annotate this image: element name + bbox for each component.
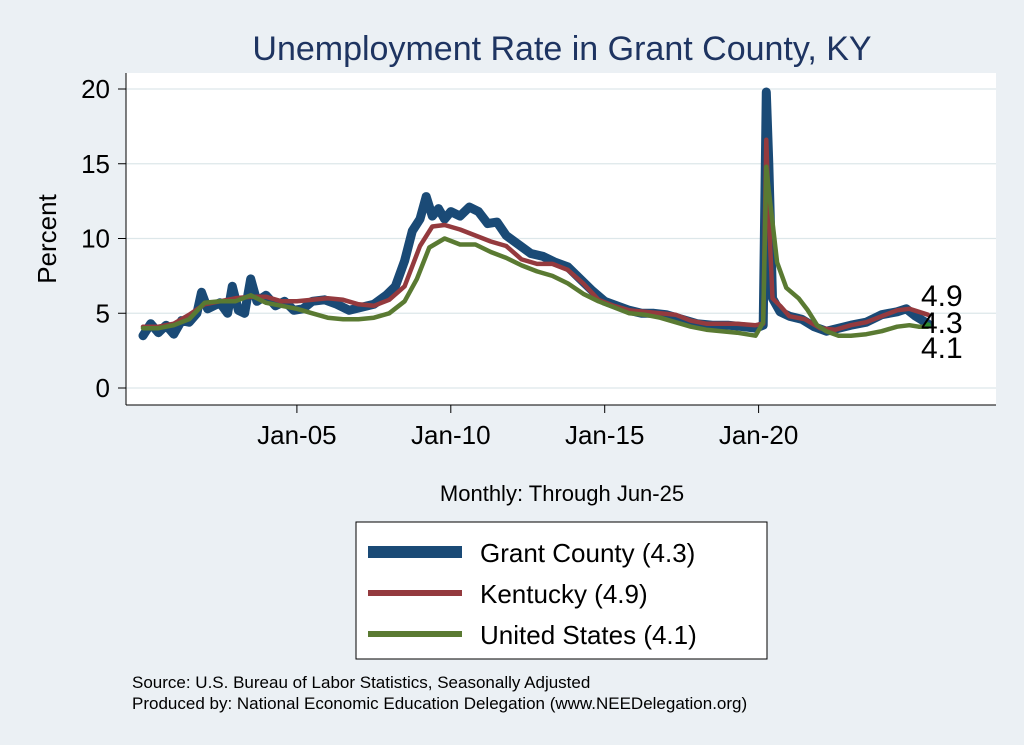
x-tick-label: Jan-10 <box>411 420 491 450</box>
x-tick-label: Jan-15 <box>565 420 645 450</box>
series-line-us <box>140 164 931 338</box>
legend: Grant County (4.3) Kentucky (4.9) United… <box>355 521 768 660</box>
end-value-label: 4.1 <box>921 332 963 365</box>
end-labels: 4.94.34.1 <box>921 280 963 365</box>
x-tick-label: Jan-20 <box>719 420 799 450</box>
y-tick-label: 0 <box>96 373 110 403</box>
y-tick-label: 20 <box>81 74 110 104</box>
y-tick-label: 15 <box>81 149 110 179</box>
series-lines <box>138 87 933 341</box>
y-tick-label: 5 <box>96 298 110 328</box>
y-axis-label: Percent <box>32 193 62 283</box>
x-tick-label: Jan-05 <box>257 420 337 450</box>
x-axis-label: Monthly: Through Jun-25 <box>440 481 684 506</box>
axes: 0 5 10 15 20 Jan-05 Jan-10 Jan-15 Jan-20 <box>81 73 996 450</box>
grid <box>126 88 996 389</box>
source-note: Source: U.S. Bureau of Labor Statistics,… <box>132 673 590 692</box>
end-point-marker <box>924 322 931 329</box>
producer-note: Produced by: National Economic Education… <box>132 694 747 713</box>
legend-label-us: United States (4.1) <box>480 620 697 650</box>
legend-label-kentucky: Kentucky (4.9) <box>480 579 648 609</box>
end-value-label: 4.9 <box>921 280 963 313</box>
y-tick-label: 10 <box>81 224 110 254</box>
end-value-label: 4.3 <box>921 307 963 340</box>
chart-title: Unemployment Rate in Grant County, KY <box>252 30 871 68</box>
series-line-kentucky <box>140 137 931 332</box>
legend-label-grant: Grant County (4.3) <box>480 538 695 568</box>
